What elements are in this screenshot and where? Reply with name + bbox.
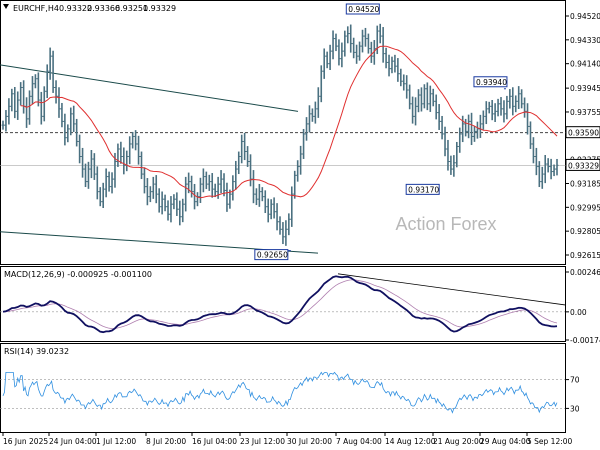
time-tick-label: 16 Jun 2025 [3, 437, 48, 446]
macd-tick-label: 0.002463 [570, 268, 600, 277]
macd-tick-label: 0.00 [570, 308, 587, 317]
annotation-box [473, 76, 508, 88]
macd-trend-line [337, 273, 567, 306]
price-header-symbol: EURCHF,H4 [13, 4, 59, 13]
annotation-box [254, 249, 289, 261]
price-tick-label: 0.94140 [570, 60, 600, 69]
macd-line [2, 275, 558, 334]
rsi-line [2, 371, 558, 414]
annotation-label: 0.94520 [348, 5, 379, 14]
rsi-axis: 70 30 [565, 376, 580, 413]
price-header-open: 0.93322 [59, 4, 92, 13]
price-tick-label: 0.92805 [570, 227, 600, 236]
annotation-label: 0.92650 [257, 251, 288, 260]
annotation-label: 0.93170 [408, 185, 439, 194]
time-tick-label: 30 Jul 20:00 [287, 437, 332, 446]
time-tick-label: 16 Jul 04:00 [192, 437, 237, 446]
price-header-high: 0.93366 [87, 4, 120, 13]
rsi-tick-label: 70 [570, 376, 580, 385]
macd-tick-label: -0.00174 [570, 336, 600, 345]
annotation-box [405, 183, 440, 195]
level-price-label: 0.93590 [568, 129, 599, 138]
price-tick-label: 0.93945 [570, 84, 600, 93]
price-header-low: 0.93251 [115, 4, 148, 13]
time-tick-label: 1 Jul 12:00 [96, 437, 136, 446]
time-tick-label: 14 Aug 12:00 [385, 437, 436, 446]
moving-average-line [20, 45, 558, 199]
rsi-tick-label: 30 [570, 404, 580, 413]
macd-panel-frame [0, 266, 566, 342]
time-tick-label: 7 Aug 04:00 [336, 437, 382, 446]
dropdown-triangle-icon[interactable] [3, 4, 9, 9]
time-axis: 16 Jun 2025 24 Jun 04:00 1 Jul 12:00 8 Jul … [2, 432, 573, 446]
rsi-panel: RSI(14) 39.0232 70 30 [0, 343, 580, 433]
time-tick-label: 24 Jun 04:00 [49, 437, 97, 446]
time-tick-label: 23 Jul 12:00 [240, 437, 285, 446]
price-tick-label: 0.94330 [570, 36, 600, 45]
price-tick-label: 0.92995 [570, 203, 600, 212]
price-axis: 0.94520 0.94330 0.94140 0.93945 0.93755 0.933… [565, 12, 600, 260]
price-header-close: 0.93329 [143, 4, 176, 13]
rsi-header: RSI(14) 39.0232 [4, 347, 69, 356]
time-tick-label: 8 Jul 20:00 [146, 437, 186, 446]
annotation-box [345, 3, 380, 15]
macd-axis: 0.002463 0.00 -0.00174 [565, 268, 600, 345]
level-price-box [565, 126, 600, 139]
time-tick-label: 21 Aug 20:00 [433, 437, 484, 446]
candlestick-bars [1, 23, 559, 246]
watermark: Action Forex [395, 214, 496, 234]
price-panel: EURCHF,H4 0.93322 0.93366 0.93251 0.9332… [0, 0, 600, 265]
time-tick-label: 5 Sep 12:00 [527, 437, 573, 446]
current-price-label: 0.93329 [568, 161, 599, 170]
price-tick-label: 0.92615 [570, 251, 600, 260]
time-tick-label: 29 Aug 04:00 [480, 437, 531, 446]
current-price-box [565, 158, 600, 171]
rsi-panel-frame [0, 343, 566, 433]
macd-header: MACD(12,26,9) -0.000925 -0.001100 [4, 270, 152, 279]
price-tick-label: 0.93185 [570, 179, 600, 188]
macd-panel: MACD(12,26,9) -0.000925 -0.001100 0.0024… [0, 266, 600, 345]
price-annotations: 0.94520 0.93940 0.93170 0.92650 [254, 3, 508, 261]
price-tick-label: 0.94520 [570, 12, 600, 21]
annotation-label: 0.93940 [476, 78, 507, 87]
price-tick-label: 0.93755 [570, 108, 600, 117]
